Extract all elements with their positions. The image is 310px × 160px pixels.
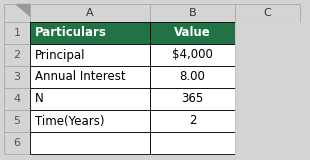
Bar — [150, 66, 235, 88]
Text: A: A — [86, 8, 94, 18]
Bar — [30, 66, 150, 88]
Text: Time(Years): Time(Years) — [35, 115, 104, 128]
Text: 4: 4 — [13, 94, 20, 104]
Text: 5: 5 — [14, 116, 20, 126]
Bar — [30, 4, 150, 22]
Bar — [30, 110, 150, 132]
Bar — [4, 4, 30, 22]
Text: 3: 3 — [14, 72, 20, 82]
Text: 1: 1 — [14, 28, 20, 38]
Polygon shape — [16, 4, 30, 16]
Bar — [4, 22, 30, 44]
Bar — [150, 88, 235, 110]
Text: Principal: Principal — [35, 48, 86, 61]
Text: Annual Interest: Annual Interest — [35, 71, 126, 84]
Bar — [235, 110, 300, 132]
Text: 2: 2 — [13, 50, 20, 60]
Text: C: C — [264, 8, 271, 18]
Bar — [4, 110, 30, 132]
Bar — [30, 22, 150, 44]
Bar — [235, 44, 300, 66]
Text: N: N — [35, 92, 44, 105]
Text: B: B — [189, 8, 196, 18]
Bar — [30, 132, 150, 154]
Bar — [150, 4, 235, 22]
Bar — [30, 88, 150, 110]
Bar — [235, 4, 300, 22]
Text: 365: 365 — [181, 92, 204, 105]
Text: Particulars: Particulars — [35, 27, 107, 40]
Bar — [4, 44, 30, 66]
Bar — [235, 66, 300, 88]
Bar — [4, 66, 30, 88]
Bar — [235, 22, 300, 44]
Bar — [4, 88, 30, 110]
Text: $4,000: $4,000 — [172, 48, 213, 61]
Bar — [150, 110, 235, 132]
Text: Value: Value — [174, 27, 211, 40]
Bar — [235, 88, 300, 110]
Bar — [150, 44, 235, 66]
Bar — [150, 22, 235, 44]
Text: 2: 2 — [189, 115, 196, 128]
Text: 8.00: 8.00 — [179, 71, 206, 84]
Text: 6: 6 — [14, 138, 20, 148]
Bar — [30, 44, 150, 66]
Bar — [235, 132, 300, 154]
Bar — [4, 132, 30, 154]
Bar — [150, 132, 235, 154]
